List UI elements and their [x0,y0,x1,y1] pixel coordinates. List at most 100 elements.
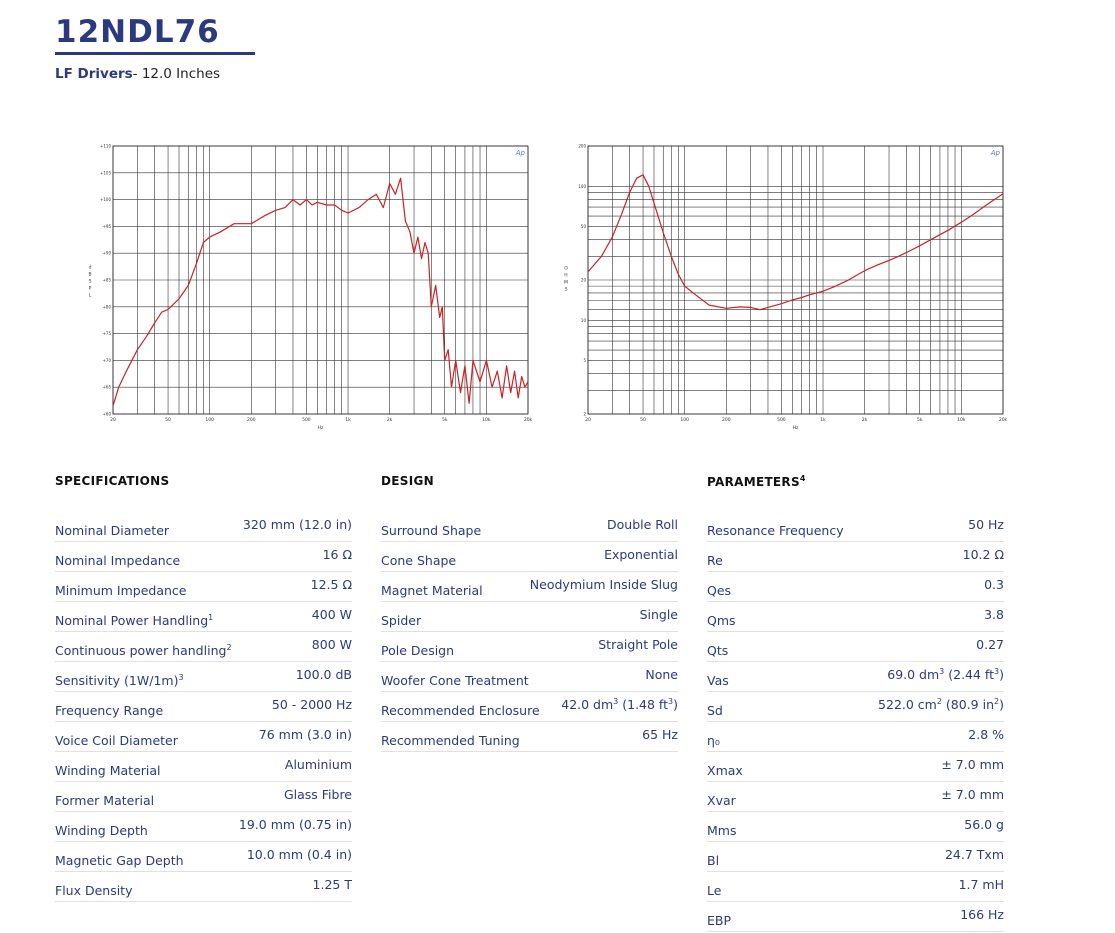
y-axis-label-char: P [89,286,92,292]
spec-row: Voice Coil Diameter 76 mm (3.0 in) [55,722,352,752]
y-tick-label: +100 [100,197,111,202]
y-axis-label-char: B [88,272,91,278]
design-row: Pole Design Straight Pole [381,632,678,662]
plot-frame [587,145,1004,415]
param-label-text: Xvar [707,793,736,808]
category-label: LF Drivers [55,66,133,82]
spec-label: Nominal Impedance [55,553,180,568]
spec-value: 800 W [312,637,352,652]
y-tick-label: 10 [581,318,587,323]
param-row: Sd 522.0 cm2 (80.9 in2) [707,692,1004,722]
design-value: 42.0 dm3 (1.48 ft3) [561,697,678,712]
param-row: Mms 56.0 g [707,812,1004,842]
x-tick-label: 10k [957,417,966,423]
design-row: Recommended Tuning 65 Hz [381,722,678,752]
spec-value-part: 76 mm (3.0 in) [258,727,352,742]
y-axis-label-char: S [89,279,92,285]
param-label: Vas [707,673,729,688]
model-title: 12NDL76 [55,14,220,50]
param-label-text: Resonance Frequency [707,523,844,538]
param-value: 10.2 Ω [963,547,1004,562]
spec-value-part: 12.5 Ω [310,577,352,592]
spec-label-text: Sensitivity (1W/1m) [55,673,179,689]
y-tick-label: 20 [581,278,587,283]
param-value-part: 10.2 Ω [962,547,1004,562]
param-value-part: (2.44 ft [944,667,995,683]
spec-label-text: Magnetic Gap Depth [55,853,184,868]
param-value: 24.7 Txm [945,847,1004,862]
design-value-part: ) [673,697,678,713]
design-value: Neodymium Inside Slug [530,577,678,592]
x-axis-label: Hz [318,425,324,430]
design-label-text: Pole Design [381,643,455,658]
footnote-marker: 1 [208,613,214,622]
spec-row: Magnetic Gap Depth 10.0 mm (0.4 in) [55,842,352,872]
param-value-part: 24.7 Txm [944,847,1004,862]
param-label: Resonance Frequency [707,523,844,538]
design-label: Recommended Enclosure [381,703,540,718]
param-value-part: 3.8 [984,607,1004,622]
param-label: Qms [707,613,736,628]
x-tick-label: 5k [917,417,923,423]
title-underline [55,52,255,55]
y-tick-label: 50 [581,224,587,229]
param-label-text: Re [707,553,723,568]
param-value-part: 2.8 % [968,727,1004,742]
y-tick-label: +90 [103,251,112,256]
spec-value: Aluminium [285,757,352,772]
design-value-part: Straight Pole [598,637,678,652]
param-value: 0.3 [984,577,1004,592]
param-label-text: Mms [707,823,737,838]
y-tick-label: 2 [583,412,586,417]
spec-value: 1.25 T [313,877,352,892]
spec-label: Continuous power handling2 [55,643,232,658]
param-label: Sd [707,703,723,718]
design-label-text: Recommended Tuning [381,733,520,748]
spec-label: Flux Density [55,883,132,898]
param-row: Le 1.7 mH [707,872,1004,902]
spec-value-part: 100.0 dB [295,667,352,682]
y-axis-label-char: H [564,273,567,279]
param-row: Re 10.2 Ω [707,542,1004,572]
design-value: Exponential [604,547,678,562]
spec-label: Winding Depth [55,823,148,838]
size-label: - 12.0 Inches [132,66,221,82]
spec-label-text: Flux Density [55,883,133,898]
design-section: DESIGN Surround Shape Double Roll Cone Sha… [381,474,678,752]
param-label: Mms [707,823,736,838]
param-value: 522.0 cm2 (80.9 in2) [878,697,1004,712]
x-tick-label: 500 [302,417,311,423]
design-value-part: Double Roll [607,517,678,532]
spec-label-text: Former Material [55,793,155,808]
spec-label: Former Material [55,793,154,808]
design-label: Spider [381,613,421,628]
param-value: 166 Hz [960,907,1004,922]
design-value: Straight Pole [598,637,678,652]
parameters-title: PARAMETERS [707,475,800,489]
plot-frame [112,145,529,415]
param-row: Xvar ± 7.0 mm [707,782,1004,812]
param-label: EBP [707,913,731,928]
spec-label: Magnetic Gap Depth [55,853,184,868]
spec-row: Nominal Impedance 16 Ω [55,542,352,572]
spec-value: 100.0 dB [296,667,352,682]
y-tick-label: +75 [103,331,112,336]
spec-value-part: 10.0 mm (0.4 in) [246,847,352,862]
design-rows: Surround Shape Double Roll Cone Shape Expon… [381,512,678,752]
param-label-text: Vas [707,673,729,688]
spec-row: Continuous power handling2 800 W [55,632,352,662]
design-value-part: (1.48 ft [618,697,669,713]
design-label: Surround Shape [381,523,481,538]
param-label-text: Bl [707,853,720,868]
y-tick-label: +110 [100,144,111,149]
spec-label-text: Nominal Impedance [55,553,181,568]
x-tick-label: 1k [820,417,826,423]
param-value-part: 3 [939,667,945,676]
parameters-heading: PARAMETERS4 [707,474,1004,512]
design-label-text: Spider [381,613,422,628]
param-value: 50 Hz [968,517,1004,532]
param-label: Xvar [707,793,736,808]
parameters-section: PARAMETERS4 Resonance Frequency 50 Hz Re 10… [707,474,1004,932]
param-value-part: ± 7.0 mm [941,757,1004,772]
